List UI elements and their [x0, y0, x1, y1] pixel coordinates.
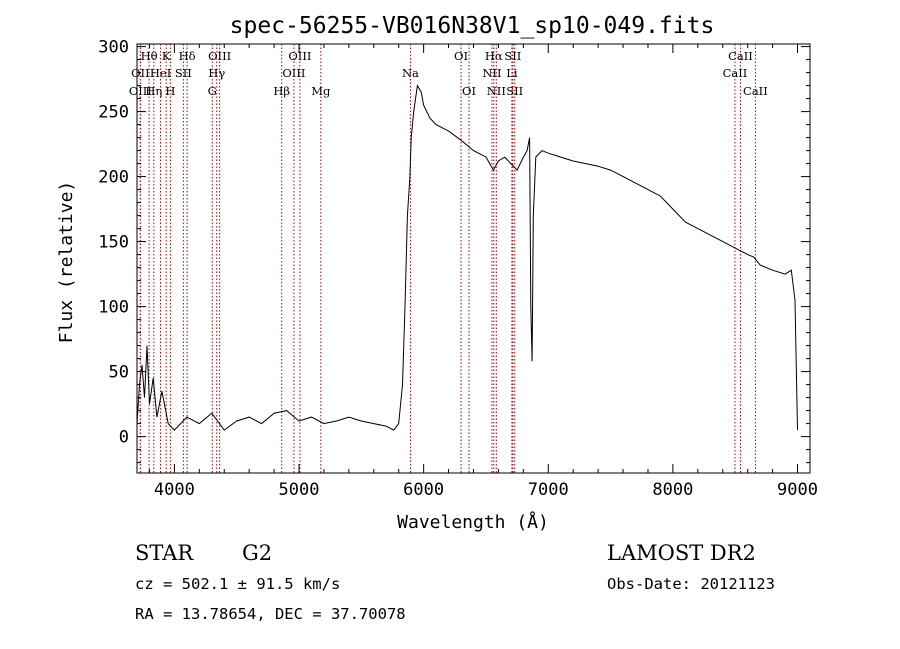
y-tick-label: 250: [98, 103, 129, 123]
x-tick-label: 4000: [154, 480, 195, 500]
x-tick-label: 5000: [279, 480, 320, 500]
spectral-line-label: Li: [506, 66, 518, 80]
spectral-line-label: H: [165, 84, 175, 98]
spectral-line-label: K: [162, 49, 171, 63]
x-tick-label: 9000: [777, 480, 818, 500]
y-tick-label: 150: [98, 233, 129, 253]
spectral-line-markers: [139, 44, 756, 473]
spectral-line-label: CaII: [743, 84, 768, 98]
axis-ticks: 4000 5000 6000 7000 8000 9000 0 50 100 150 200 250 3…: [98, 38, 818, 500]
spectral-line-label: OIII: [129, 84, 152, 98]
spectral-subclass: G2: [242, 541, 272, 565]
y-tick-label: 300: [98, 38, 129, 58]
x-axis-label: Wavelength (Å): [397, 511, 549, 533]
spectral-line-label: Hθ: [141, 49, 158, 63]
spectral-line-label: OIII: [288, 49, 311, 63]
y-tick-label: 0: [119, 428, 129, 448]
object-class: STAR: [135, 541, 194, 565]
chart-title: spec-56255-VB016N38V1_sp10-049.fits: [230, 13, 715, 39]
spectral-line-label: HeI: [150, 66, 171, 80]
spectral-line-label: Na: [402, 66, 419, 80]
spectral-line-label: OI: [454, 49, 468, 63]
spectral-line-label: CaII: [728, 49, 753, 63]
spectral-line-label: CaII: [723, 66, 748, 80]
spectral-line-label: SII: [175, 66, 192, 80]
plot-frame: [136, 43, 811, 474]
spectral-line-label: OIII: [282, 66, 305, 80]
y-axis-label: Flux (relative): [56, 181, 77, 344]
redshift-text: cz = 502.1 ± 91.5 km/s: [135, 575, 340, 593]
spectral-line-label: Hη: [145, 84, 162, 98]
spectral-line-label: Hβ: [273, 84, 290, 98]
x-tick-label: 6000: [403, 480, 444, 500]
spectral-line-label: NII: [482, 66, 501, 80]
y-tick-label: 50: [109, 363, 129, 383]
y-tick-label: 100: [98, 298, 129, 318]
spectral-line-label: Mg: [311, 84, 331, 98]
spectral-line-label: SII: [504, 49, 521, 63]
obs-date-text: Obs-Date: 20121123: [607, 575, 775, 593]
spectrum-line: [136, 84, 798, 431]
x-tick-label: 8000: [652, 480, 693, 500]
spectral-line-label: Hγ: [208, 66, 225, 80]
spectral-line-label: Hα: [485, 49, 503, 63]
survey-name: LAMOST DR2: [607, 541, 756, 565]
spectral-line-label: OI: [462, 84, 476, 98]
y-tick-label: 200: [98, 168, 129, 188]
spectral-line-label: G: [208, 84, 217, 98]
spectral-line-label: OIII: [208, 49, 231, 63]
spectral-line-label: SII: [506, 84, 523, 98]
x-tick-label: 7000: [528, 480, 569, 500]
coords-text: RA = 13.78654, DEC = 37.70078: [135, 605, 406, 623]
spectral-line-label: Hδ: [179, 49, 196, 63]
spectral-line-label: NII: [487, 84, 506, 98]
